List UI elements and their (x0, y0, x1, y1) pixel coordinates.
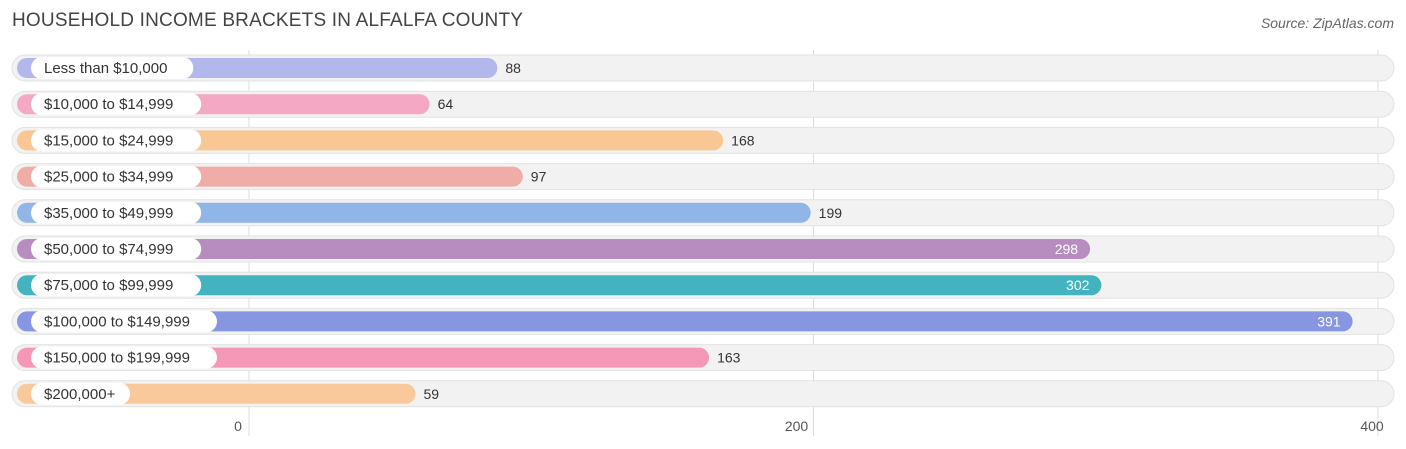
category-label: $15,000 to $24,999 (44, 132, 173, 149)
value-label: 168 (731, 132, 755, 148)
category-pill (31, 238, 202, 260)
bar (17, 202, 811, 223)
category-pill (31, 57, 194, 79)
category-label: $35,000 to $49,999 (44, 205, 173, 222)
x-tick-label: 400 (1360, 418, 1384, 434)
source-note: Source: ZipAtlas.com (1260, 15, 1394, 31)
x-tick-label: 200 (785, 418, 809, 434)
category-pill (31, 165, 202, 188)
value-label: 199 (819, 205, 843, 221)
category-label: $150,000 to $199,999 (44, 350, 190, 367)
category-pill (31, 274, 202, 297)
value-label: 97 (531, 169, 547, 185)
x-tick-label: 0 (234, 418, 242, 434)
category-pill (31, 129, 202, 152)
bar (17, 275, 1102, 296)
value-label: 64 (438, 96, 454, 112)
category-label: $50,000 to $74,999 (44, 241, 173, 258)
bar (17, 239, 1091, 259)
value-label: 59 (424, 386, 440, 402)
value-label: 391 (1317, 313, 1341, 329)
category-label: $75,000 to $99,999 (44, 277, 173, 294)
value-label: 163 (717, 350, 741, 366)
category-label: $100,000 to $149,999 (44, 313, 190, 330)
value-label: 298 (1055, 241, 1079, 257)
category-pill (31, 346, 217, 369)
category-pill (31, 201, 202, 224)
category-pill (31, 382, 131, 405)
category-pill (31, 310, 217, 333)
bar (17, 311, 1353, 332)
category-label: $200,000+ (44, 386, 116, 403)
value-label: 302 (1066, 277, 1090, 293)
chart-title: HOUSEHOLD INCOME BRACKETS IN ALFALFA COU… (12, 10, 524, 31)
category-label: $25,000 to $34,999 (44, 169, 173, 186)
category-label: Less than $10,000 (44, 60, 167, 77)
category-label: $10,000 to $14,999 (44, 96, 173, 113)
category-pill (31, 93, 202, 116)
value-label: 88 (505, 60, 521, 76)
